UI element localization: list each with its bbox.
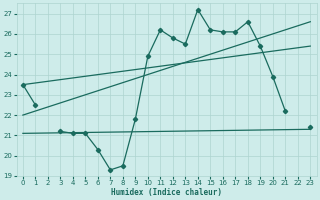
X-axis label: Humidex (Indice chaleur): Humidex (Indice chaleur) <box>111 188 222 197</box>
